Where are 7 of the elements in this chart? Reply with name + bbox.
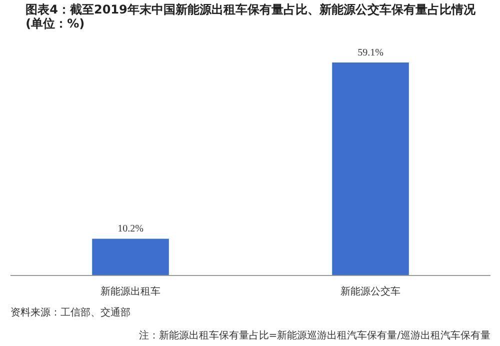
chart-title: 图表4：截至2019年末中国新能源出租车保有量占比、新能源公交车保有量占比情况(单位：%): [26, 2, 476, 30]
x-tick-label: 新能源公交车: [340, 286, 400, 298]
text: 注：新能源出租车保有量占比=新能源巡游出租汽车保有量/巡游出租汽车保有量: [138, 330, 490, 342]
text: 资料来源：工信部、交通部: [10, 306, 130, 318]
data-label: 59.1%: [358, 47, 384, 58]
x-tick-label: 新能源出租车: [100, 286, 160, 298]
data-label: 10.2%: [118, 224, 144, 235]
